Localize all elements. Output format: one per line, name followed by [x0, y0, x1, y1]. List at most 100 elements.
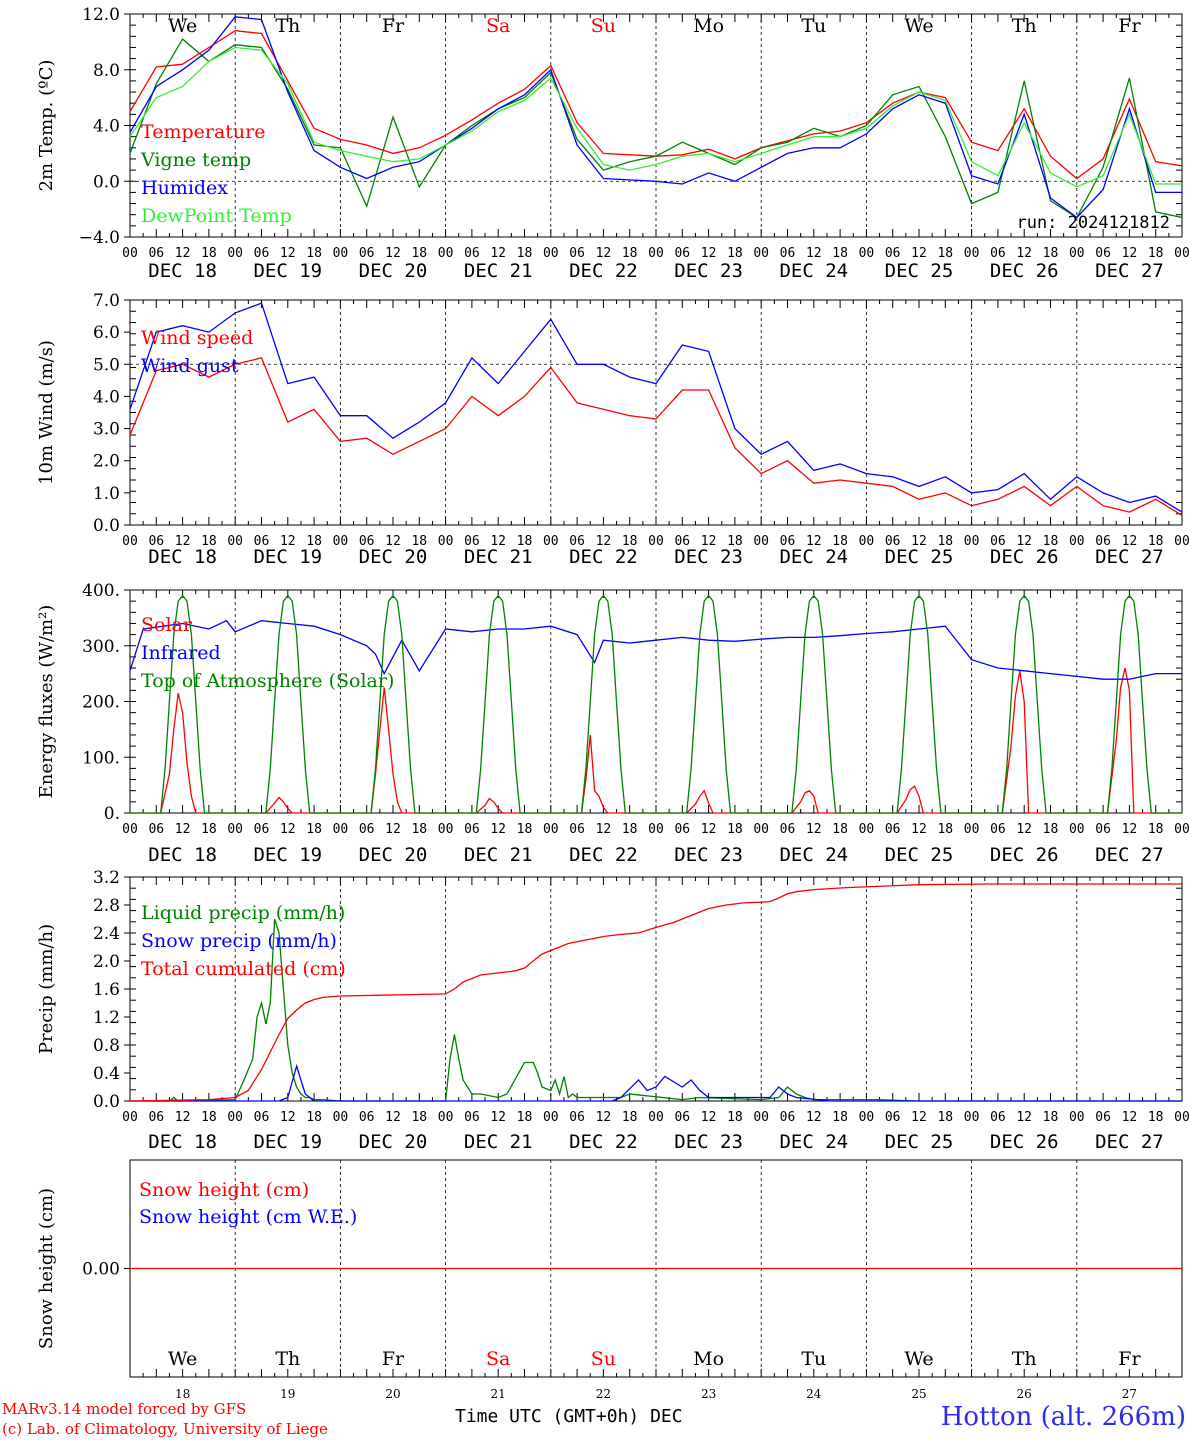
hour-tick-label: 18 [1148, 822, 1164, 837]
legend-entry: Infrared [141, 642, 221, 664]
hour-tick-label: 06 [569, 246, 585, 261]
hour-tick-label: 06 [780, 534, 796, 549]
hour-tick-label: 00 [964, 822, 980, 837]
hour-tick-label: 00 [1069, 822, 1085, 837]
hour-tick-label: 00 [333, 534, 349, 549]
hour-tick-label: 12 [1016, 822, 1032, 837]
hour-tick-label: 00 [1174, 1110, 1190, 1125]
plot-frame [129, 299, 1183, 526]
hour-tick-label: 06 [674, 1110, 690, 1125]
y-tick-label: 2.0 [93, 452, 120, 472]
hour-tick-label: 18 [1043, 246, 1059, 261]
day-number: 21 [491, 1387, 506, 1401]
hour-tick-label: 00 [1174, 534, 1190, 549]
hour-tick-label: 18 [622, 1110, 638, 1125]
hour-tick-label: 00 [964, 1110, 980, 1125]
day-number: 23 [701, 1387, 716, 1401]
hour-tick-label: 12 [490, 534, 506, 549]
hour-tick-label: 00 [227, 1110, 243, 1125]
panel-4 [124, 876, 1183, 1102]
day-number: 27 [1122, 1387, 1137, 1401]
hour-tick-label: 00 [227, 822, 243, 837]
weekday-label-top: Tu [801, 15, 826, 37]
hour-tick-label: 18 [1148, 246, 1164, 261]
weekday-label-bottom: We [904, 1348, 933, 1370]
weekday-label-bottom: Fr [382, 1348, 405, 1370]
hour-tick-label: 12 [596, 246, 612, 261]
hour-tick-label: 12 [806, 822, 822, 837]
hour-tick-label: 00 [648, 246, 664, 261]
hour-tick-label: 00 [648, 822, 664, 837]
day-label: DEC 24 [779, 1131, 848, 1153]
series-line-wind-speed [129, 357, 1183, 516]
hour-tick-label: 18 [832, 822, 848, 837]
series-line-solar [130, 667, 1182, 814]
day-label: DEC 18 [148, 844, 217, 866]
hour-tick-label: 00 [122, 534, 138, 549]
legend-entry: Snow height (cm) [139, 1179, 309, 1201]
hour-tick-label: 06 [148, 534, 164, 549]
hour-tick-label: 18 [937, 246, 953, 261]
hour-tick-label: 12 [806, 534, 822, 549]
hour-tick-label: 18 [937, 1110, 953, 1125]
y-tick-label: 0.0 [93, 516, 120, 536]
hour-tick-label: 00 [648, 534, 664, 549]
y-axis-title: Energy fluxes (W/m²) [36, 605, 57, 799]
y-axis-title: 2m Temp. (ºC) [36, 60, 57, 192]
day-label: DEC 25 [885, 844, 954, 866]
hour-tick-label: 18 [411, 246, 427, 261]
hour-tick-label: 18 [201, 534, 217, 549]
weekday-label-top: We [904, 15, 933, 37]
hour-tick-label: 06 [464, 1110, 480, 1125]
hour-tick-label: 18 [622, 822, 638, 837]
hour-tick-label: 18 [517, 822, 533, 837]
series-line-infrared [129, 619, 1182, 680]
hour-tick-label: 12 [1122, 246, 1138, 261]
series-line-liquid-precip-mm-h- [130, 918, 1182, 1102]
y-tick-label: 1.6 [93, 980, 120, 1000]
hour-tick-label: 12 [911, 1110, 927, 1125]
weekday-label-top: Su [591, 15, 616, 37]
day-label: DEC 27 [1095, 546, 1164, 568]
day-number: 20 [385, 1387, 400, 1401]
hour-tick-label: 12 [1016, 1110, 1032, 1125]
day-label: DEC 25 [885, 260, 954, 282]
hour-tick-label: 06 [148, 822, 164, 837]
panel-2 [124, 299, 1183, 526]
day-number: 26 [1017, 1387, 1032, 1401]
hour-tick-label: 00 [438, 1110, 454, 1125]
hour-tick-label: 06 [464, 246, 480, 261]
weekday-label-top: Sa [486, 15, 510, 37]
hour-tick-label: 00 [859, 534, 875, 549]
hour-tick-label: 00 [859, 246, 875, 261]
hour-tick-label: 18 [1043, 822, 1059, 837]
hour-tick-label: 18 [727, 534, 743, 549]
legend-entry: Humidex [141, 177, 228, 199]
y-tick-label: 2.4 [93, 924, 120, 944]
hour-tick-label: 18 [832, 246, 848, 261]
series-line-top-of-atmosphere-solar- [130, 594, 1182, 814]
day-label: DEC 18 [148, 1131, 217, 1153]
day-label: DEC 22 [569, 260, 638, 282]
day-number: 25 [911, 1387, 926, 1401]
legend-entry: Solar [141, 614, 193, 636]
hour-tick-label: 18 [1043, 534, 1059, 549]
y-tick-label: 8.0 [93, 61, 120, 81]
hour-tick-label: 12 [596, 1110, 612, 1125]
y-tick-label: 4.0 [93, 117, 120, 137]
hour-tick-label: 18 [517, 1110, 533, 1125]
hour-tick-label: 18 [622, 246, 638, 261]
hour-tick-label: 12 [490, 1110, 506, 1125]
run-label: run: 2024121812 [1016, 213, 1170, 233]
day-label: DEC 20 [359, 546, 428, 568]
hour-tick-label: 06 [359, 1110, 375, 1125]
hour-tick-label: 00 [333, 246, 349, 261]
day-number: 22 [596, 1387, 611, 1401]
hour-tick-label: 00 [438, 246, 454, 261]
day-label: DEC 20 [359, 260, 428, 282]
lab-credit: (c) Lab. of Climatology, University of L… [2, 1420, 328, 1438]
day-label: DEC 23 [674, 1131, 743, 1153]
hour-tick-label: 12 [280, 246, 296, 261]
hour-tick-label: 06 [885, 822, 901, 837]
